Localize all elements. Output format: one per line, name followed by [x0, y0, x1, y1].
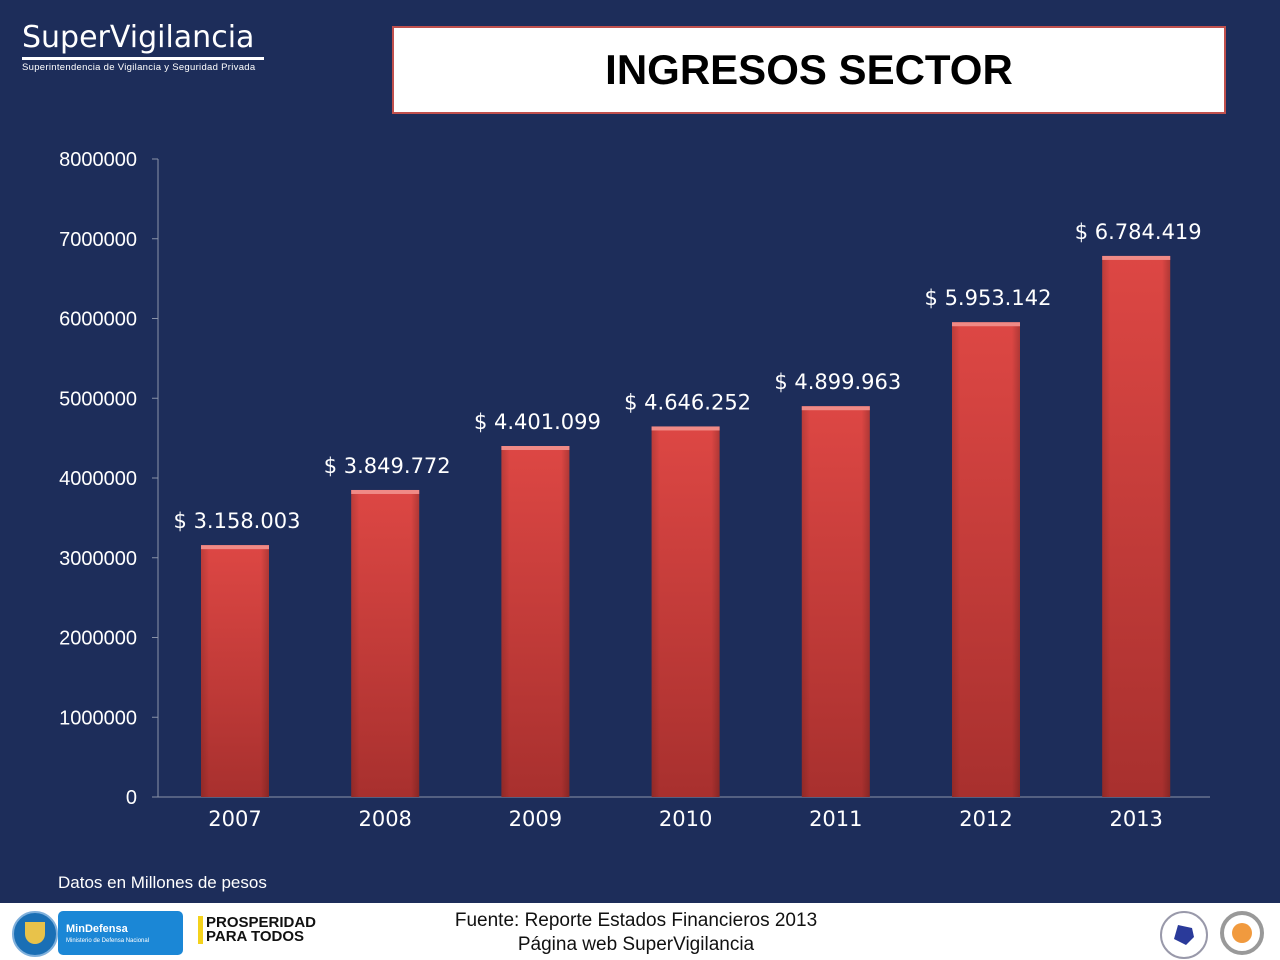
data-label: $ 6.784.419: [1075, 220, 1202, 244]
y-tick-label: 7000000: [59, 229, 137, 251]
prosperidad-logo: PROSPERIDAD PARA TODOS: [198, 915, 316, 944]
chart-title: INGRESOS SECTOR: [605, 46, 1013, 93]
bar-shade: [801, 406, 870, 797]
bar-highlight: [651, 426, 720, 431]
supervigilancia-logo: SuperVigilancia Superintendencia de Vigi…: [22, 20, 264, 73]
title-box: INGRESOS SECTOR: [392, 26, 1226, 114]
units-note: Datos en Millones de pesos: [58, 873, 267, 892]
bar-shade: [1102, 255, 1171, 798]
data-label: $ 4.401.099: [474, 410, 601, 434]
source-line2: Página web SuperVigilancia: [517, 934, 755, 955]
sgs-seal-icon: [1220, 911, 1264, 955]
data-label: $ 3.849.772: [324, 454, 451, 478]
y-tick-label: 5000000: [59, 388, 137, 410]
bar-shade: [952, 322, 1020, 797]
x-tick-label: 2011: [809, 807, 862, 831]
x-tick-label: 2009: [509, 807, 562, 831]
logo-subtitle: Superintendencia de Vigilancia y Segurid…: [22, 62, 256, 73]
y-tick-label: 8000000: [59, 149, 137, 171]
source: Fuente: Reporte Estados Financieros 2013…: [0, 909, 1280, 957]
bar-shade: [201, 545, 269, 797]
data-label: $ 4.899.963: [774, 370, 901, 394]
mindefensa-logo: MinDefensa Ministerio de Defensa Nacional: [58, 911, 183, 955]
data-label: $ 3.158.003: [174, 509, 301, 533]
colombia-shield-logo: [12, 911, 58, 957]
x-tick-label: 2013: [1109, 807, 1162, 831]
y-tick-label: 0: [126, 787, 137, 809]
logo-name: SuperVigilancia: [22, 20, 255, 55]
footer: MinDefensa Ministerio de Defensa Nacional…: [0, 903, 1280, 960]
data-label: $ 4.646.252: [624, 390, 751, 414]
mindefensa-subtext: Ministerio de Defensa Nacional: [66, 938, 150, 944]
y-tick-label: 2000000: [59, 628, 137, 650]
source-line1: Fuente: Reporte Estados Financieros 2013: [454, 910, 818, 931]
y-tick-label: 6000000: [59, 309, 137, 331]
bar-highlight: [1102, 255, 1171, 260]
bar-highlight: [201, 545, 269, 550]
data-label: $ 5.953.142: [925, 286, 1052, 310]
bar-highlight: [501, 446, 570, 451]
certification-seal-icon: [1160, 911, 1208, 959]
bar-highlight: [351, 489, 420, 494]
bar-shade: [351, 489, 420, 797]
x-tick-label: 2012: [959, 807, 1012, 831]
x-tick-label: 2008: [358, 807, 411, 831]
x-tick-label: 2010: [659, 807, 712, 831]
y-tick-label: 1000000: [59, 707, 137, 729]
bar-highlight: [952, 322, 1020, 327]
bar-highlight: [801, 406, 870, 411]
y-tick-label: 3000000: [59, 548, 137, 570]
bar-chart: 0 1000000 2000000 3000000 4000000 5000000 6000…: [59, 149, 1210, 831]
mindefensa-text: MinDefensa: [66, 923, 128, 935]
x-tick-label: 2007: [208, 807, 261, 831]
logo-divider: [22, 57, 264, 60]
y-tick-label: 4000000: [59, 468, 137, 490]
bar-shade: [651, 426, 720, 797]
bar-shade: [501, 446, 570, 797]
